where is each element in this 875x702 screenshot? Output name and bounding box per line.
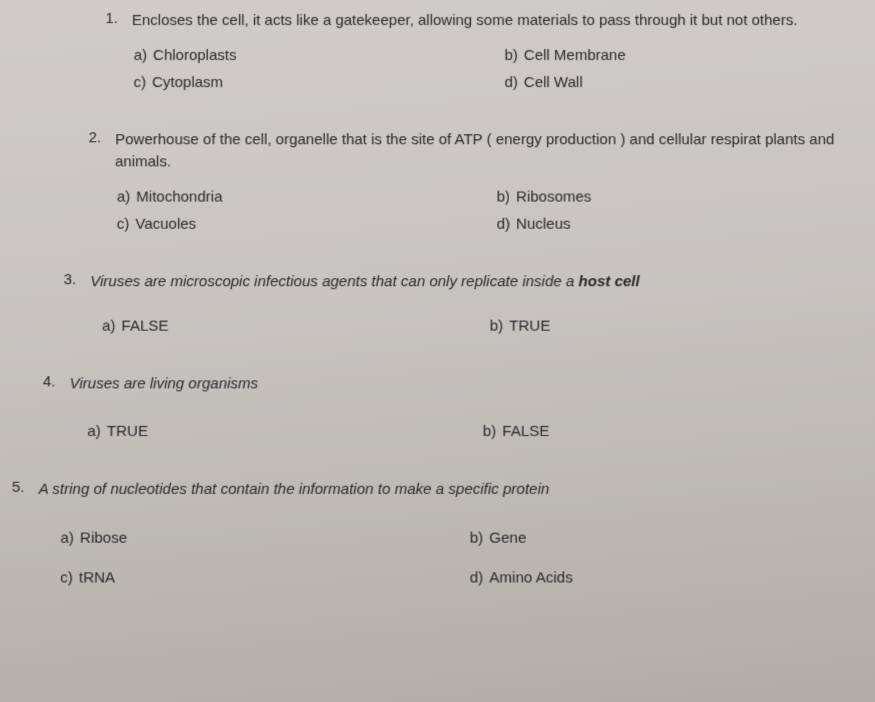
option-text: FALSE bbox=[502, 422, 549, 439]
question-4-number: 4. bbox=[29, 373, 55, 390]
option-text: Ribosomes bbox=[516, 188, 591, 205]
question-2-option-a: a) Mitochondria bbox=[117, 188, 497, 205]
option-label: c) bbox=[117, 215, 130, 232]
question-1-option-c: c) Cytoplasm bbox=[134, 74, 505, 91]
question-3-text-bold: host cell bbox=[578, 273, 639, 290]
quiz-page: 1. Encloses the cell, it acts like a gat… bbox=[0, 0, 875, 609]
question-1-options: a) Chloroplasts c) Cytoplasm b) Cell Membra… bbox=[133, 47, 875, 101]
option-text: Cytoplasm bbox=[152, 74, 223, 91]
question-3-number: 3. bbox=[50, 271, 76, 288]
option-text: Vacuoles bbox=[135, 215, 196, 232]
question-5-option-c: c) tRNA bbox=[60, 569, 470, 586]
question-4: 4. Viruses are living organisms a) TRUE b… bbox=[29, 373, 875, 450]
option-text: Chloroplasts bbox=[153, 47, 237, 64]
option-label: a) bbox=[102, 318, 116, 335]
question-5-header: 5. A string of nucleotides that contain … bbox=[0, 478, 875, 501]
question-2-text: Powerhouse of the cell, organelle that i… bbox=[115, 129, 875, 174]
question-4-option-a: a) TRUE bbox=[87, 422, 483, 439]
question-1-number: 1. bbox=[92, 10, 118, 27]
question-3-option-b: b) TRUE bbox=[490, 318, 875, 335]
option-label: c) bbox=[60, 569, 73, 586]
option-text: Cell Membrane bbox=[524, 47, 626, 64]
option-label: b) bbox=[490, 318, 503, 335]
question-5-text-italic: A string of nucleotides that contain the… bbox=[39, 480, 550, 497]
question-5-option-b: b) Gene bbox=[470, 530, 875, 547]
question-3-text-prefix: Viruses are microscopic infectious agent… bbox=[90, 273, 578, 290]
option-label: a) bbox=[117, 188, 130, 205]
question-1-option-d: d) Cell Wall bbox=[505, 74, 875, 91]
option-text: FALSE bbox=[122, 318, 169, 335]
question-5-options: a) Ribose c) tRNA b) Gene d) Amino Acids bbox=[60, 530, 875, 610]
option-label: c) bbox=[134, 74, 147, 91]
question-1-option-a: a) Chloroplasts bbox=[134, 47, 505, 64]
question-3-text: Viruses are microscopic infectious agent… bbox=[90, 271, 875, 294]
question-1-option-b: b) Cell Membrane bbox=[505, 47, 875, 64]
option-text: Mitochondria bbox=[136, 188, 222, 205]
question-1-text: Encloses the cell, it acts like a gateke… bbox=[132, 10, 875, 33]
option-label: a) bbox=[87, 422, 101, 439]
option-label: b) bbox=[497, 188, 510, 205]
question-2-options: a) Mitochondria c) Vacuoles b) Ribosomes d)… bbox=[117, 188, 875, 242]
option-label: d) bbox=[505, 74, 518, 91]
question-4-header: 4. Viruses are living organisms bbox=[29, 373, 875, 396]
option-label: d) bbox=[497, 215, 510, 232]
option-label: b) bbox=[483, 422, 496, 439]
option-text: Ribose bbox=[80, 530, 127, 547]
question-3: 3. Viruses are microscopic infectious ag… bbox=[50, 271, 875, 345]
option-label: b) bbox=[505, 47, 518, 64]
question-5-number: 5. bbox=[0, 478, 25, 495]
question-1-header: 1. Encloses the cell, it acts like a gat… bbox=[92, 10, 875, 33]
question-4-text-italic: Viruses are living organisms bbox=[69, 375, 258, 392]
question-4-options: a) TRUE b) FALSE bbox=[87, 422, 875, 449]
question-3-option-a: a) FALSE bbox=[102, 318, 490, 335]
option-text: tRNA bbox=[79, 569, 115, 586]
question-3-header: 3. Viruses are microscopic infectious ag… bbox=[50, 271, 875, 294]
question-5-option-d: d) Amino Acids bbox=[470, 569, 875, 586]
question-2-option-c: c) Vacuoles bbox=[117, 215, 497, 232]
question-2-number: 2. bbox=[75, 129, 101, 146]
question-2: 2. Powerhouse of the cell, organelle tha… bbox=[74, 129, 875, 243]
option-text: Cell Wall bbox=[524, 74, 583, 91]
question-4-option-b: b) FALSE bbox=[483, 422, 875, 439]
option-label: b) bbox=[470, 530, 483, 547]
question-2-header: 2. Powerhouse of the cell, organelle tha… bbox=[75, 129, 875, 174]
question-3-options: a) FALSE b) TRUE bbox=[102, 318, 875, 345]
option-label: a) bbox=[60, 530, 74, 547]
question-2-option-b: b) Ribosomes bbox=[497, 188, 875, 205]
question-1: 1. Encloses the cell, it acts like a gat… bbox=[91, 10, 875, 101]
option-label: a) bbox=[134, 47, 147, 64]
question-2-option-d: d) Nucleus bbox=[497, 215, 875, 232]
option-text: Nucleus bbox=[516, 215, 570, 232]
question-5-option-a: a) Ribose bbox=[60, 530, 469, 547]
question-5-text: A string of nucleotides that contain the… bbox=[39, 478, 875, 501]
question-4-text: Viruses are living organisms bbox=[69, 373, 875, 396]
option-label: d) bbox=[470, 569, 483, 586]
option-text: TRUE bbox=[107, 422, 148, 439]
option-text: Gene bbox=[489, 530, 526, 547]
question-5: 5. A string of nucleotides that contain … bbox=[0, 478, 875, 609]
option-text: TRUE bbox=[509, 318, 550, 335]
option-text: Amino Acids bbox=[489, 569, 572, 586]
